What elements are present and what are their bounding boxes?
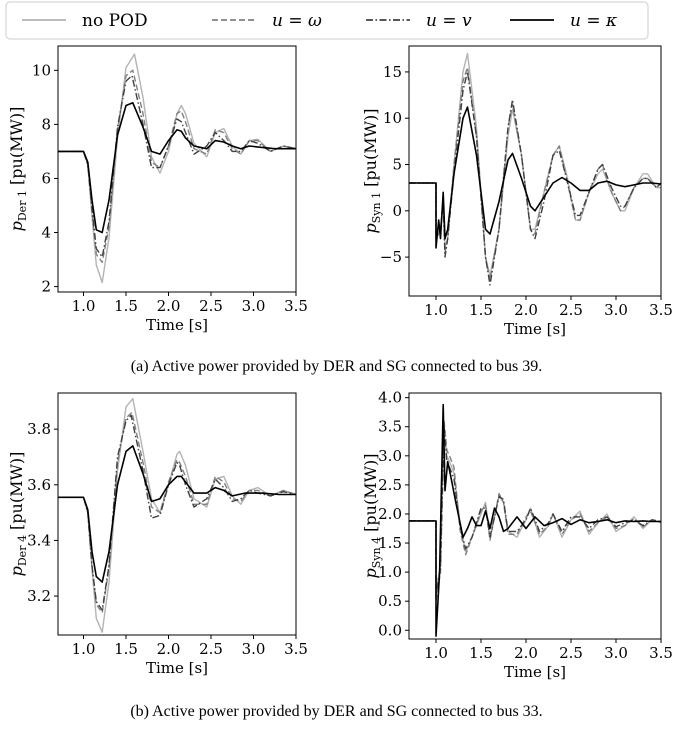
chart-b-left: 1.0 1.5 2.0 2.5 3.0 3.5 3.2 3.4 3.6 3.8 Time [s] pD… [7, 392, 308, 677]
y-tick-label: 10 [32, 61, 51, 79]
y-tick-label: 1.5 [378, 534, 402, 552]
x-tick-label: 3.0 [242, 297, 266, 315]
x-tick-label: 3.0 [242, 640, 266, 658]
legend-label-3: u = κ [570, 11, 617, 31]
y-tick-label: 2 [41, 278, 51, 296]
panels: 1.0 1.5 2.0 2.5 3.0 3.5 2 4 6 8 10 Time [s] pDer 1 [… [7, 45, 673, 681]
y-axis-label: pDer 1 [pu(MW)] [7, 107, 29, 232]
y-tick-label: 3.2 [27, 587, 51, 605]
y-tick-label: −5 [380, 248, 402, 266]
x-tick-label: 1.0 [72, 640, 96, 658]
series-group [58, 53, 296, 284]
axes-frame [408, 392, 662, 640]
series-line-2 [58, 69, 296, 263]
legend-frame [5, 1, 649, 40]
series-line-2 [409, 420, 661, 602]
series-line-1 [58, 53, 296, 284]
series-line-4 [58, 445, 296, 583]
chart-a-left: 1.0 1.5 2.0 2.5 3.0 3.5 2 4 6 8 10 Time [s] pDer 1 [… [7, 45, 308, 334]
y-axis-label: pDer 4 [pu(MW)] [7, 452, 29, 577]
series-group [58, 397, 296, 633]
series-line-4 [58, 102, 296, 234]
y-tick-label: 8 [41, 115, 51, 133]
x-tick-label: 3.5 [284, 297, 308, 315]
chart-b-right: 1.0 1.5 2.0 2.5 3.0 3.5 0.0 0.5 1.0 1.5 2.0 2.5 3.0 3… [361, 389, 673, 681]
legend-label-0: no POD [82, 11, 148, 31]
legend-label-1: u = ω [272, 11, 322, 31]
series-group [409, 52, 661, 286]
y-tick-label: 2.0 [378, 505, 402, 523]
x-axis-label: Time [s] [146, 316, 208, 334]
y-axis-label: pSyn 1 [pu(MW)] [361, 108, 383, 233]
y-tick-label: 10 [383, 109, 402, 127]
x-tick-label: 2.5 [559, 301, 583, 319]
caption-a: (a) Active power provided by DER and SG … [130, 358, 543, 375]
axes-frame [57, 45, 297, 293]
y-tick-label: 4 [41, 224, 51, 242]
y-tick-label: 0.0 [378, 621, 402, 639]
x-tick-label: 2.0 [514, 301, 538, 319]
y-tick-label: 1.0 [378, 563, 402, 581]
series-line-3 [409, 71, 661, 286]
chart-a-right: 1.0 1.5 2.0 2.5 3.0 3.5 −5 0 5 10 15 Time [s] pSyn 1… [361, 45, 673, 338]
x-tick-label: 3.5 [649, 644, 673, 662]
x-tick-label: 3.0 [604, 301, 628, 319]
y-tick-label: 4.0 [378, 389, 402, 407]
legend: no POD u = ω u = v u = κ [5, 1, 649, 40]
x-axis-label: Time [s] [146, 659, 208, 677]
series-line-4 [409, 403, 661, 637]
x-tick-label: 1.5 [114, 640, 138, 658]
axes-frame [57, 392, 297, 636]
x-tick-label: 2.0 [157, 297, 181, 315]
y-tick-label: 2.5 [378, 476, 402, 494]
x-tick-label: 2.5 [559, 644, 583, 662]
axes-frame [408, 45, 662, 297]
y-tick-label: 3.0 [378, 447, 402, 465]
x-tick-label: 1.0 [424, 644, 448, 662]
y-tick-label: 15 [383, 63, 402, 81]
series-line-4 [409, 106, 661, 249]
y-tick-label: 3.8 [27, 420, 51, 438]
y-axis-label: pSyn 4 [pu(MW)] [361, 453, 383, 578]
y-tick-label: 0.5 [378, 592, 402, 610]
x-tick-label: 1.5 [114, 297, 138, 315]
y-tick-label: 3.5 [378, 418, 402, 436]
x-tick-label: 3.5 [649, 301, 673, 319]
x-tick-label: 2.0 [514, 644, 538, 662]
series-line-2 [58, 411, 296, 614]
series-line-3 [58, 414, 296, 611]
x-tick-label: 1.5 [469, 644, 493, 662]
series-group [409, 403, 661, 637]
x-tick-label: 1.0 [424, 301, 448, 319]
x-tick-label: 3.5 [284, 640, 308, 658]
x-tick-label: 2.0 [157, 640, 181, 658]
x-tick-label: 3.0 [604, 644, 628, 662]
legend-label-2: u = v [426, 11, 472, 31]
x-tick-label: 2.5 [199, 640, 223, 658]
series-line-3 [58, 75, 296, 258]
y-tick-label: 6 [41, 169, 51, 187]
caption-b: (b) Active power provided by DER and SG … [130, 703, 543, 720]
x-axis-label: Time [s] [504, 320, 566, 338]
y-tick-label: 3.6 [27, 476, 51, 494]
y-tick-label: 3.4 [27, 531, 51, 549]
series-line-1 [58, 397, 296, 633]
x-tick-label: 1.0 [72, 297, 96, 315]
x-tick-label: 2.5 [199, 297, 223, 315]
y-tick-label: 0 [392, 202, 402, 220]
x-axis-label: Time [s] [504, 663, 566, 681]
y-tick-label: 5 [392, 156, 402, 174]
x-tick-label: 1.5 [469, 301, 493, 319]
